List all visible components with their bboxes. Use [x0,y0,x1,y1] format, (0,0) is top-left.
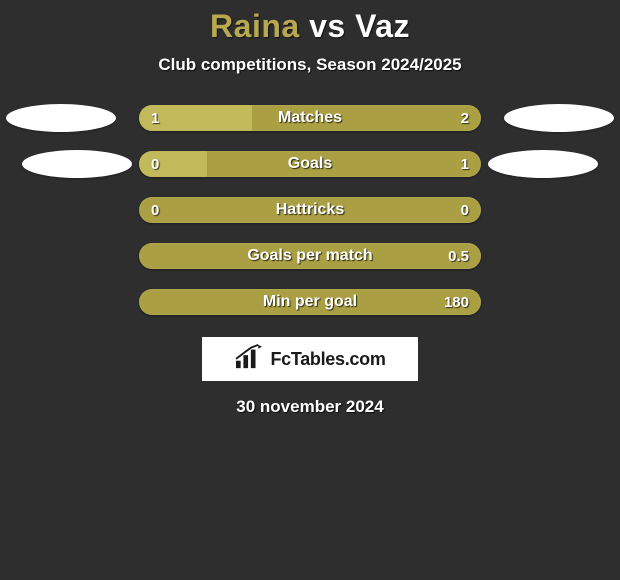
stat-row: 180Min per goal [0,289,620,315]
stat-row: 01Goals [0,151,620,177]
stat-bar: 0.5Goals per match [139,243,481,269]
stat-row: 0.5Goals per match [0,243,620,269]
title-player2: Vaz [355,8,410,44]
stat-bar: 01Goals [139,151,481,177]
subtitle: Club competitions, Season 2024/2025 [0,55,620,75]
chart-icon [234,344,264,375]
stat-label: Hattricks [139,197,481,223]
comparison-infographic: Raina vs Vaz Club competitions, Season 2… [0,0,620,417]
stat-label: Goals [139,151,481,177]
stat-rows: 12Matches 01Goals 00Hattricks 0.5Goals per … [0,105,620,315]
page-title: Raina vs Vaz [0,8,620,45]
date-text: 30 november 2024 [0,397,620,417]
title-player1: Raina [210,8,300,44]
brand-badge: FcTables.com [202,337,418,381]
stat-row: 00Hattricks [0,197,620,223]
stat-bar: 12Matches [139,105,481,131]
title-vs: vs [309,8,346,44]
stat-label: Matches [139,105,481,131]
brand-text: FcTables.com [270,349,385,370]
stat-row: 12Matches [0,105,620,131]
player1-marker [22,150,132,178]
stat-bar: 00Hattricks [139,197,481,223]
player2-marker [488,150,598,178]
stat-bar: 180Min per goal [139,289,481,315]
stat-label: Min per goal [139,289,481,315]
stat-label: Goals per match [139,243,481,269]
player1-marker [6,104,116,132]
player2-marker [504,104,614,132]
